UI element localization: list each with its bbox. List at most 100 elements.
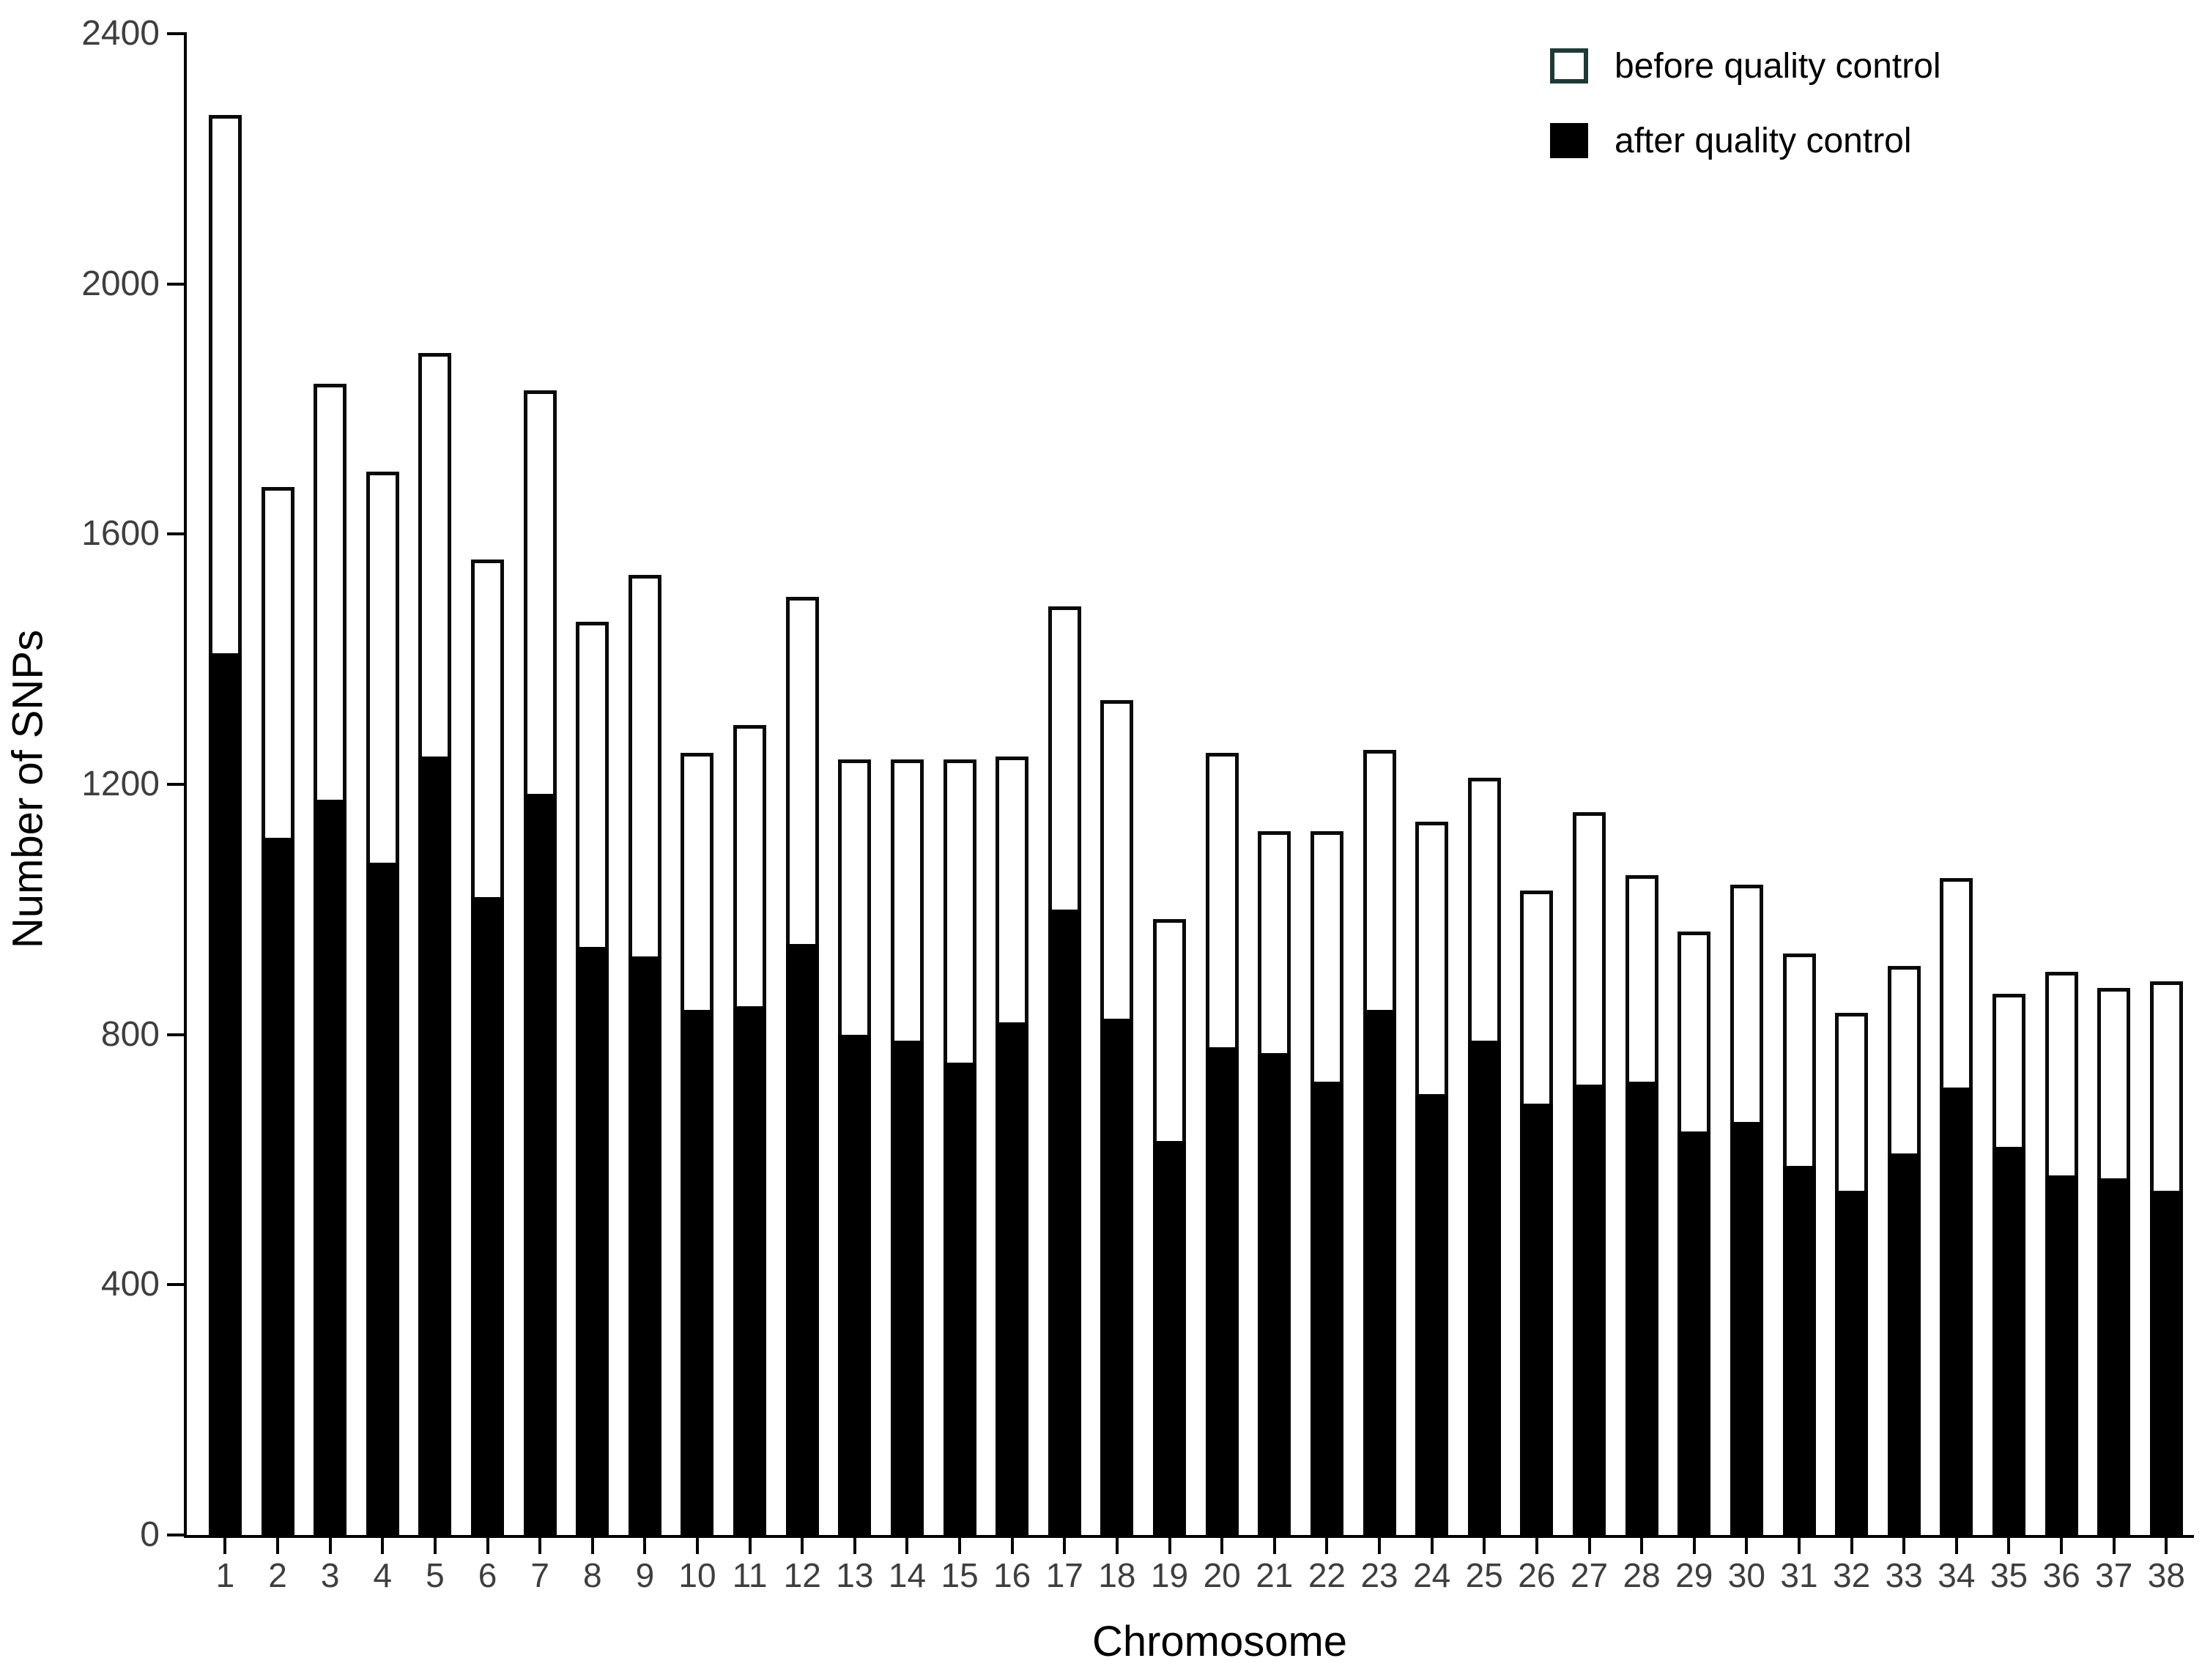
after-qc-bar bbox=[366, 862, 399, 1535]
x-tick-label: 28 bbox=[1623, 1556, 1661, 1594]
x-axis-tick bbox=[433, 1538, 437, 1554]
after-qc-bar bbox=[1730, 1122, 1763, 1535]
legend-item-before-qc: before quality control bbox=[1550, 44, 1941, 88]
after-qc-bar bbox=[1678, 1131, 1711, 1535]
x-tick-label: 8 bbox=[582, 1556, 602, 1594]
x-tick-label: 37 bbox=[2095, 1556, 2133, 1594]
x-axis-title: Chromosome bbox=[1091, 1618, 1348, 1665]
x-tick-label: 14 bbox=[888, 1556, 927, 1594]
x-tick-label: 24 bbox=[1413, 1556, 1451, 1594]
x-axis-tick bbox=[1535, 1538, 1538, 1554]
x-axis-tick bbox=[1220, 1538, 1224, 1554]
after-qc-bar bbox=[1258, 1053, 1291, 1535]
x-axis-tick bbox=[748, 1538, 752, 1554]
x-axis-tick bbox=[1798, 1538, 1801, 1554]
y-axis-tick bbox=[167, 1033, 185, 1036]
y-tick-label: 800 bbox=[100, 1014, 160, 1054]
x-axis-tick bbox=[905, 1538, 909, 1554]
x-tick-label: 11 bbox=[732, 1556, 768, 1594]
x-axis-tick bbox=[1692, 1538, 1696, 1554]
x-tick-label: 2 bbox=[268, 1556, 287, 1594]
after-qc-bar bbox=[1782, 1166, 1816, 1535]
x-axis-tick bbox=[643, 1538, 647, 1554]
x-axis-tick bbox=[276, 1538, 280, 1554]
x-tick-label: 27 bbox=[1570, 1556, 1609, 1594]
x-tick-label: 9 bbox=[635, 1556, 655, 1594]
x-tick-label: 33 bbox=[1885, 1556, 1923, 1594]
y-axis-tick bbox=[167, 1534, 185, 1536]
after-qc-bar bbox=[2045, 1175, 2078, 1535]
y-tick-label: 2000 bbox=[81, 264, 160, 303]
after-qc-bar bbox=[523, 793, 557, 1535]
x-axis-tick bbox=[2112, 1538, 2116, 1554]
x-axis-tick bbox=[853, 1538, 856, 1554]
y-axis-line bbox=[184, 32, 187, 1536]
after-qc-bar bbox=[943, 1063, 976, 1535]
y-tick-label: 2400 bbox=[81, 14, 160, 53]
x-tick-label: 1 bbox=[215, 1556, 235, 1594]
legend: before quality control after quality con… bbox=[1550, 44, 1941, 193]
x-tick-label: 23 bbox=[1360, 1556, 1398, 1594]
x-tick-label: 12 bbox=[783, 1556, 821, 1594]
x-tick-label: 21 bbox=[1256, 1556, 1294, 1594]
legend-item-after-qc: after quality control bbox=[1550, 119, 1941, 163]
x-tick-label: 30 bbox=[1727, 1556, 1765, 1594]
y-tick-label: 400 bbox=[100, 1265, 160, 1304]
y-tick-label: 1600 bbox=[81, 514, 160, 554]
after-qc-bar bbox=[1573, 1085, 1606, 1535]
x-tick-label: 17 bbox=[1045, 1556, 1083, 1594]
x-tick-label: 25 bbox=[1465, 1556, 1503, 1594]
legend-label: after quality control bbox=[1615, 121, 1912, 160]
x-axis-tick bbox=[381, 1538, 385, 1554]
x-axis-tick bbox=[1272, 1538, 1276, 1554]
x-tick-label: 7 bbox=[530, 1556, 549, 1594]
x-tick-label: 32 bbox=[1833, 1556, 1871, 1594]
x-tick-label: 10 bbox=[678, 1556, 716, 1594]
x-tick-label: 4 bbox=[373, 1556, 393, 1594]
x-tick-label: 34 bbox=[1938, 1556, 1976, 1594]
x-axis-tick bbox=[958, 1538, 962, 1554]
x-axis-tick bbox=[2060, 1538, 2064, 1554]
x-axis-tick bbox=[1902, 1538, 1906, 1554]
after-qc-bar bbox=[418, 756, 452, 1535]
x-axis-tick bbox=[1483, 1538, 1486, 1554]
after-qc-bar bbox=[314, 800, 347, 1535]
after-qc-bar bbox=[471, 896, 504, 1535]
y-tick-label: 1200 bbox=[81, 765, 160, 803]
x-tick-label: 5 bbox=[426, 1556, 445, 1594]
x-axis-tick bbox=[1010, 1538, 1014, 1554]
after-qc-bar bbox=[1467, 1041, 1501, 1535]
open-square-swatch-icon bbox=[1550, 48, 1588, 83]
x-axis-tick bbox=[1325, 1538, 1329, 1554]
y-tick-label: 0 bbox=[140, 1515, 160, 1554]
x-axis-tick bbox=[1063, 1538, 1067, 1554]
x-tick-label: 38 bbox=[2147, 1556, 2185, 1594]
y-axis-tick bbox=[167, 783, 185, 786]
after-qc-bar bbox=[1887, 1153, 1921, 1535]
x-tick-label: 3 bbox=[320, 1556, 340, 1594]
after-qc-bar bbox=[1100, 1019, 1134, 1535]
x-axis-tick bbox=[2007, 1538, 2011, 1554]
after-qc-bar bbox=[681, 1009, 714, 1535]
x-axis-tick bbox=[590, 1538, 594, 1554]
x-axis-tick bbox=[695, 1538, 699, 1554]
after-qc-bar bbox=[1153, 1140, 1187, 1535]
after-qc-bar bbox=[890, 1041, 924, 1535]
after-qc-bar bbox=[1310, 1081, 1343, 1535]
x-axis-tick bbox=[538, 1538, 542, 1554]
x-tick-label: 31 bbox=[1780, 1556, 1818, 1594]
x-axis-tick bbox=[1115, 1538, 1119, 1554]
after-qc-bar bbox=[1048, 909, 1081, 1535]
y-axis-tick bbox=[167, 532, 185, 536]
x-axis-tick bbox=[1850, 1538, 1853, 1554]
x-tick-label: 16 bbox=[993, 1556, 1031, 1594]
x-axis-tick bbox=[223, 1538, 227, 1554]
x-axis-line bbox=[184, 1535, 2194, 1538]
x-axis-tick bbox=[801, 1538, 804, 1554]
after-qc-bar bbox=[261, 837, 294, 1535]
x-tick-label: 26 bbox=[1518, 1556, 1556, 1594]
x-tick-label: 20 bbox=[1203, 1556, 1241, 1594]
x-tick-label: 22 bbox=[1308, 1556, 1346, 1594]
x-axis-tick bbox=[1168, 1538, 1171, 1554]
after-qc-bar bbox=[1205, 1047, 1239, 1535]
